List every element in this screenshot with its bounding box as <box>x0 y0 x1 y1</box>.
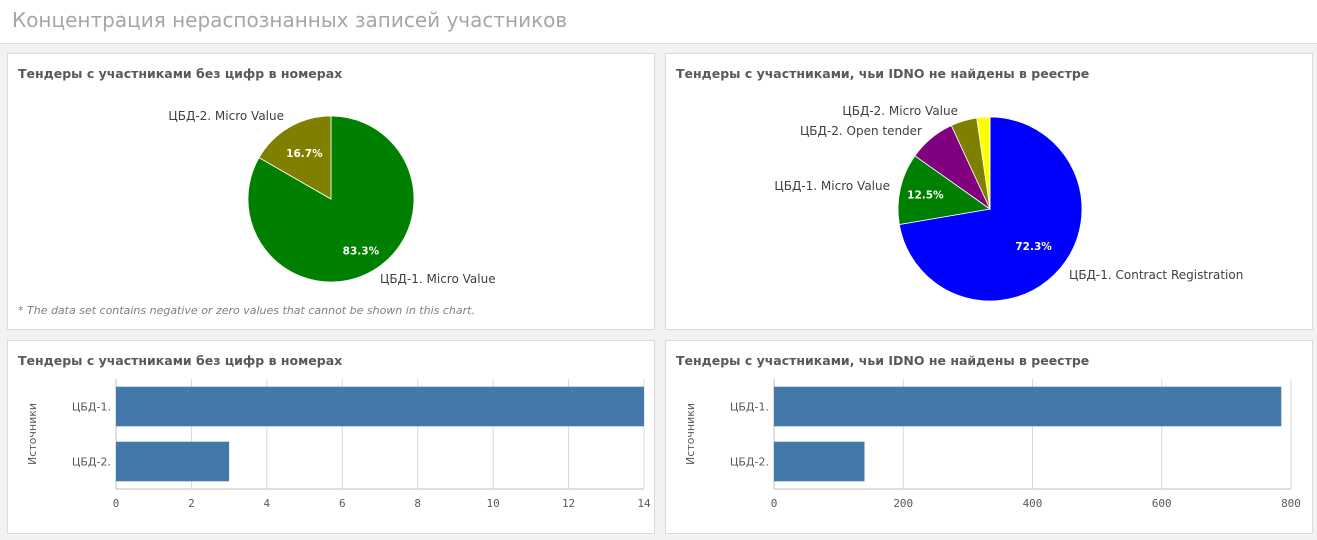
pie-slice-label: ЦБД-2. Micro Value <box>842 104 958 118</box>
x-tick-label: 200 <box>893 497 913 510</box>
x-tick-label: 4 <box>264 497 271 510</box>
y-axis-title: Источники <box>26 403 39 465</box>
category-label: ЦБД-2. <box>72 456 111 469</box>
x-tick-label: 14 <box>637 497 651 510</box>
pie-slice-label: ЦБД-2. Open tender <box>800 124 922 138</box>
chart-title: Тендеры с участниками без цифр в номерах <box>18 66 343 81</box>
pie-chart-card-idno[interactable]: Тендеры с участниками, чьи IDNO не найде… <box>665 53 1313 330</box>
chart-title: Тендеры с участниками без цифр в номерах <box>18 353 343 368</box>
bar-chart-card-no-digits[interactable]: Тендеры с участниками без цифр в номерах… <box>7 340 655 534</box>
y-axis-title: Источники <box>684 403 697 465</box>
chart-title: Тендеры с участниками, чьи IDNO не найде… <box>676 353 1090 368</box>
pie-slice[interactable] <box>258 115 332 200</box>
pie-slice[interactable] <box>976 116 991 210</box>
page-title: Концентрация нераспознанных записей учас… <box>12 8 568 32</box>
x-tick-label: 800 <box>1281 497 1301 510</box>
bar[interactable] <box>774 441 865 482</box>
bar-chart-no-digits[interactable]: 0 2 4 6 8 10 12 14 ЦБД-1. ЦБД-2. Источники <box>8 341 656 535</box>
page-header: Концентрация нераспознанных записей учас… <box>0 0 1317 44</box>
pie-slice-label: ЦБД-1. Contract Registration <box>1069 268 1243 282</box>
x-tick-label: 8 <box>414 497 421 510</box>
pie-chart-no-digits[interactable]: 83.3% ЦБД-1. Micro Value 16.7% ЦБД-2. Micro… <box>8 54 656 331</box>
pie-chart-idno[interactable]: 72.3% ЦБД-1. Contract Registration 12.5% ЦБ… <box>666 54 1314 331</box>
x-tick-label: 600 <box>1152 497 1172 510</box>
bar-chart-idno[interactable]: 0 200 400 600 800 ЦБД-1. ЦБД-2. Источники <box>666 341 1314 535</box>
x-tick-label: 12 <box>562 497 575 510</box>
pie-value-label: 72.3% <box>1015 241 1052 253</box>
x-tick-label: 6 <box>339 497 346 510</box>
x-tick-label: 2 <box>188 497 195 510</box>
pie-slice-label: ЦБД-1. Micro Value <box>774 179 890 193</box>
bar[interactable] <box>774 386 1282 427</box>
bar-chart-card-idno[interactable]: Тендеры с участниками, чьи IDNO не найде… <box>665 340 1313 534</box>
bar[interactable] <box>116 386 644 427</box>
pie-chart-card-no-digits[interactable]: Тендеры с участниками без цифр в номерах… <box>7 53 655 330</box>
category-label: ЦБД-2. <box>730 456 769 469</box>
x-tick-label: 0 <box>771 497 778 510</box>
pie-slice-label: ЦБД-1. Micro Value <box>380 272 496 286</box>
pie-slice[interactable] <box>897 155 992 225</box>
category-label: ЦБД-1. <box>730 401 769 414</box>
pie-value-label: 16.7% <box>286 148 323 160</box>
pie-value-label: 12.5% <box>907 189 944 201</box>
chart-title: Тендеры с участниками, чьи IDNO не найде… <box>676 66 1090 81</box>
x-tick-label: 10 <box>487 497 500 510</box>
pie-slice-label: ЦБД-2. Micro Value <box>168 109 284 123</box>
chart-note: * The data set contains negative or zero… <box>18 304 475 317</box>
pie-value-label: 83.3% <box>343 246 380 258</box>
bar[interactable] <box>116 441 230 482</box>
x-tick-label: 400 <box>1023 497 1043 510</box>
x-tick-label: 0 <box>113 497 120 510</box>
category-label: ЦБД-1. <box>72 401 111 414</box>
